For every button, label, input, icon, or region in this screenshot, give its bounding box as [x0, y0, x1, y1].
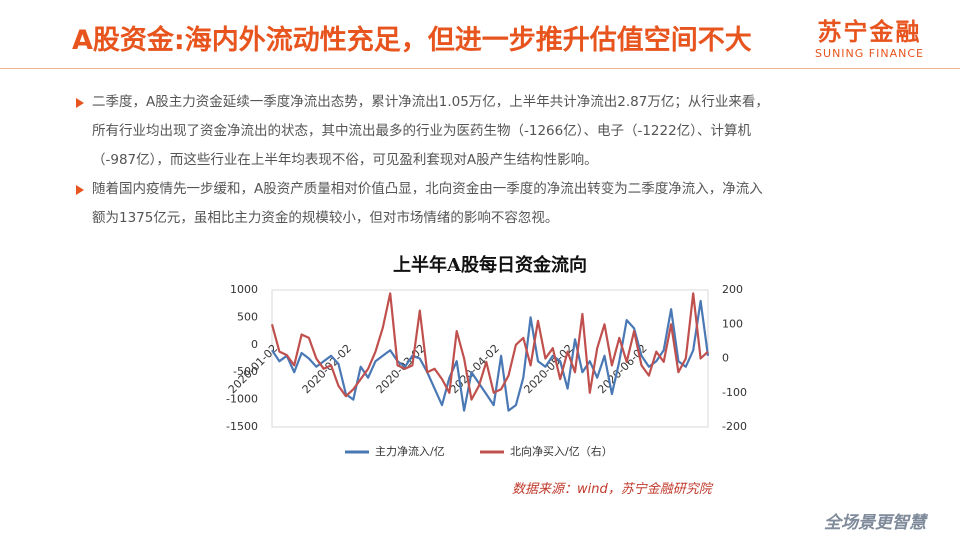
- bullet-line: （-987亿），而这些行业在上半年均表现不俗，可见盈利套现对A股产生结构性影响。: [92, 152, 598, 168]
- y2-tick-label: -100: [722, 386, 747, 399]
- legend-label: 主力净流入/亿: [375, 444, 445, 458]
- bullet-line: 额为1375亿元，虽相比主力资金的规模较小，但对市场情绪的影响不容忽视。: [92, 210, 559, 226]
- x-tick-label: 2020-03-02: [374, 342, 428, 396]
- footer-logo: 全场景更智慧: [824, 513, 926, 533]
- y-tick-label: 1000: [230, 283, 258, 296]
- x-tick-label: 2020-02-02: [300, 342, 354, 396]
- source: 数据来源：wind，苏宁金融研究院: [512, 482, 712, 497]
- x-tick-label: 2020-04-02: [448, 342, 502, 396]
- series-line: [270, 292, 709, 401]
- legend-label: 北向净买入/亿（右）: [510, 444, 613, 458]
- logo-en: SUNING FINANCE: [815, 47, 924, 60]
- logo-cn: 苏宁金融: [817, 18, 922, 46]
- bullet: 随着国内疫情先一步缓和，A股资产质量相对价值凸显，北向资金由一季度的净流出转变为…: [74, 175, 904, 233]
- bullet-line: 随着国内疫情先一步缓和，A股资产质量相对价值凸显，北向资金由一季度的净流出转变为…: [92, 181, 763, 197]
- y-tick-label: -1500: [226, 420, 258, 433]
- bullets: 二季度，A股主力资金延续一季度净流出态势，累计净流出1.05万亿，上半年共计净流…: [74, 88, 904, 233]
- logo: 苏宁金融 SUNING FINANCE: [815, 12, 924, 60]
- y2-tick-label: -200: [722, 420, 747, 433]
- divider: [0, 68, 960, 69]
- bullet-line: 所有行业均出现了资金净流出的状态，其中流出最多的行业为医药生物（-1266亿）、…: [92, 123, 751, 139]
- bullet: 二季度，A股主力资金延续一季度净流出态势，累计净流出1.05万亿，上半年共计净流…: [74, 88, 904, 175]
- plot-border: [271, 289, 709, 428]
- chart-title: 上半年A股每日资金流向: [393, 254, 587, 276]
- y-tick-label: -500: [233, 365, 258, 378]
- bullet-line: 二季度，A股主力资金延续一季度净流出态势，累计净流出1.05万亿，上半年共计净流…: [92, 94, 769, 110]
- y-tick-label: 500: [237, 310, 258, 323]
- y-tick-label: 0: [251, 338, 258, 351]
- y-tick-label: -1000: [226, 393, 258, 406]
- y2-tick-label: 100: [722, 317, 743, 330]
- slide-title: A股资金:海内外流动性充足，但进一步推升估值空间不大: [72, 25, 752, 56]
- y2-tick-label: 0: [722, 352, 729, 365]
- y2-tick-label: 200: [722, 283, 743, 296]
